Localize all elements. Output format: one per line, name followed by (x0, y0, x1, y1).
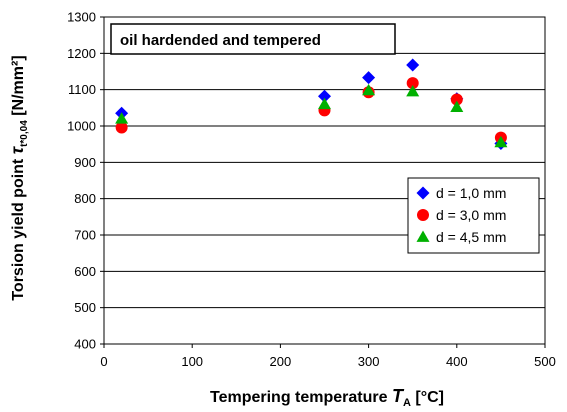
axis-ticks: 400 500 600 700 800 900 1000 1100 1200 1300 0 100 20… (67, 10, 556, 370)
x-axis-title: Tempering temperature TA [°C] (210, 386, 444, 409)
annotation-text: oil hardended and tempered (120, 32, 321, 49)
plot-area (103, 16, 546, 345)
y-tick-label: 1300 (67, 10, 96, 25)
data-point (494, 135, 508, 148)
x-tick-label: 400 (446, 354, 468, 369)
y-tick-label: 600 (74, 264, 96, 279)
y-tick-label: 900 (74, 155, 96, 170)
y-tick-label: 700 (74, 228, 96, 243)
annotation-box: oil hardended and tempered (110, 23, 396, 55)
data-point (406, 84, 420, 97)
data-point (450, 100, 464, 112)
legend: d = 1,0 mm d = 3,0 mm d = 4,5 mm (407, 177, 540, 254)
x-tick-label: 200 (270, 354, 292, 369)
data-marks (115, 58, 508, 150)
y-tick-label: 1000 (67, 119, 96, 134)
data-point (450, 93, 463, 106)
y-axis-title: Torsion yield point τt*0,04 [N/mm²] (7, 55, 30, 300)
y-tick-label: 500 (74, 300, 96, 315)
legend-label: d = 1,0 mm (436, 185, 506, 201)
data-point (115, 121, 128, 134)
data-point (406, 77, 419, 90)
x-tick-label: 100 (181, 354, 203, 369)
data-point (318, 97, 331, 110)
data-point (115, 112, 129, 124)
x-tick-label: 500 (534, 354, 556, 369)
legend-marker (416, 230, 430, 242)
data-point (362, 71, 376, 85)
x-tick-label: 0 (100, 354, 107, 369)
data-point (318, 89, 331, 103)
series-3 (115, 83, 508, 148)
legend-label: d = 4,5 mm (436, 229, 506, 245)
y-tick-label: 1200 (67, 46, 96, 61)
legend-marker (417, 209, 429, 221)
y-tick-label: 400 (74, 337, 96, 352)
data-point (406, 58, 420, 72)
legend-label: d = 3,0 mm (436, 207, 506, 223)
data-point (362, 83, 376, 96)
y-tick-label: 1100 (68, 82, 96, 97)
y-tick-label: 800 (74, 191, 96, 206)
x-tick-label: 300 (358, 354, 380, 369)
legend-marker (416, 186, 430, 200)
